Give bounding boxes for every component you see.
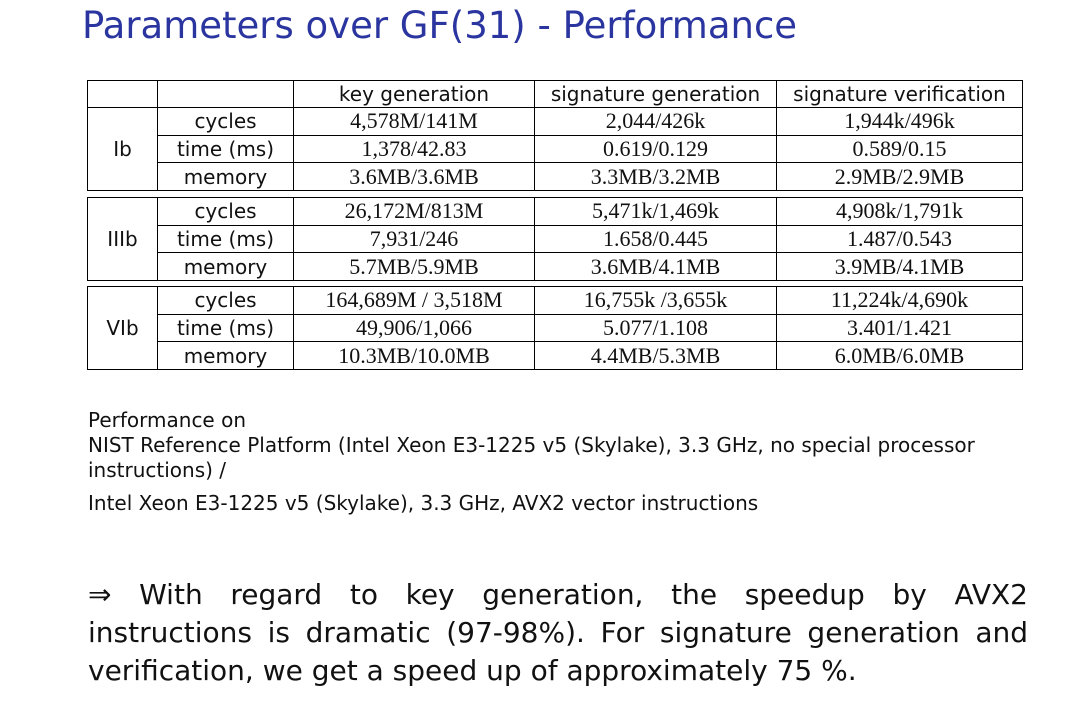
- note-line: Intel Xeon E3-1225 v5 (Skylake), 3.3 GHz…: [88, 491, 759, 515]
- slide-title: Parameters over GF(31) - Performance: [82, 4, 798, 47]
- conclusion: ⇒ With regard to key generation, the spe…: [88, 578, 1028, 687]
- notes: Performance on NIST Reference Platform (I…: [88, 408, 1028, 516]
- group-border: [87, 286, 1023, 371]
- group-border: [87, 197, 1023, 282]
- note-line: NIST Reference Platform (Intel Xeon E3-1…: [88, 433, 975, 482]
- note-line: Performance on: [88, 408, 247, 432]
- group-border: [87, 80, 1023, 192]
